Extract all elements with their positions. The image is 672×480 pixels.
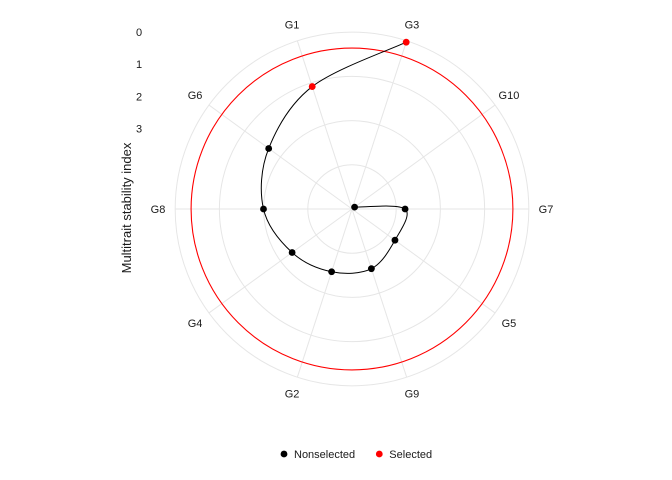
category-label-g6: G6 bbox=[188, 90, 203, 102]
data-point-g3 bbox=[402, 38, 410, 46]
data-point-g4 bbox=[288, 249, 296, 256]
category-label-g2: G2 bbox=[285, 389, 300, 401]
grid-spoke bbox=[351, 104, 496, 210]
data-points-layer bbox=[260, 38, 410, 276]
series-line bbox=[260, 41, 408, 274]
legend-label-nonselected: Nonselected bbox=[294, 449, 355, 461]
grid-spoke bbox=[296, 40, 353, 210]
radial-tick-label: 3 bbox=[136, 124, 142, 136]
radial-tick-label: 1 bbox=[136, 59, 142, 71]
data-point-g5 bbox=[391, 236, 399, 244]
radial-tick-label: 0 bbox=[136, 27, 142, 39]
category-label-g7: G7 bbox=[539, 204, 554, 216]
data-point-g9 bbox=[367, 265, 375, 273]
grid-spoke bbox=[351, 40, 408, 210]
grid-spoke bbox=[296, 208, 353, 378]
legend-key-selected bbox=[375, 450, 383, 458]
category-label-g10: G10 bbox=[499, 90, 520, 102]
category-label-g3: G3 bbox=[405, 19, 420, 31]
data-point-g6 bbox=[265, 145, 273, 152]
category-labels-layer: G3 G10 G7 G5 G9 G2 G4 G8 G6 G1 bbox=[151, 19, 554, 400]
selection-cutoff-layer bbox=[190, 47, 514, 371]
legend-key-nonselected bbox=[280, 450, 288, 458]
category-label-g4: G4 bbox=[188, 318, 203, 330]
category-label-g8: G8 bbox=[151, 204, 166, 216]
data-point-g2 bbox=[328, 268, 336, 276]
data-point-g1 bbox=[308, 83, 316, 90]
selection-cutoff-circle bbox=[190, 47, 514, 371]
category-label-g1: G1 bbox=[285, 19, 300, 31]
grid-spoke bbox=[208, 208, 353, 314]
legend: Nonselected Selected bbox=[280, 449, 432, 461]
data-point-g10 bbox=[351, 203, 359, 211]
y-axis-title: Multitrait stability index bbox=[119, 142, 134, 273]
data-point-g8 bbox=[260, 205, 267, 213]
grid-spoke bbox=[208, 104, 353, 210]
data-point-g7 bbox=[401, 205, 409, 213]
category-label-g9: G9 bbox=[405, 389, 420, 401]
legend-label-selected: Selected bbox=[389, 449, 432, 461]
radial-tick-label: 2 bbox=[136, 91, 142, 103]
category-label-g5: G5 bbox=[502, 318, 517, 330]
data-path-layer bbox=[260, 41, 408, 274]
grid-spoke bbox=[351, 208, 408, 378]
polar-grid bbox=[174, 31, 530, 387]
grid-spoke bbox=[351, 208, 496, 314]
radial-ticks-layer: 0 1 2 3 bbox=[136, 27, 142, 136]
